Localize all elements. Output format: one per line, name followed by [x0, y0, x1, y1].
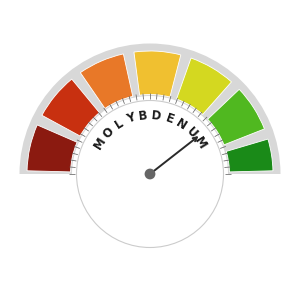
- Text: M: M: [92, 135, 109, 152]
- Text: B: B: [138, 109, 148, 123]
- Text: N: N: [173, 116, 189, 133]
- Wedge shape: [176, 58, 232, 115]
- Text: Y: Y: [124, 111, 137, 126]
- Wedge shape: [80, 54, 133, 109]
- Text: E: E: [164, 111, 175, 126]
- Circle shape: [76, 100, 224, 247]
- Wedge shape: [27, 125, 77, 172]
- Wedge shape: [134, 51, 181, 97]
- Wedge shape: [226, 139, 273, 172]
- Wedge shape: [20, 44, 281, 174]
- Text: M: M: [191, 135, 208, 152]
- Wedge shape: [208, 89, 264, 145]
- Text: L: L: [112, 117, 125, 132]
- Text: U: U: [183, 125, 200, 141]
- Wedge shape: [42, 79, 99, 136]
- Text: D: D: [151, 109, 162, 123]
- Circle shape: [145, 169, 155, 179]
- Text: O: O: [100, 124, 117, 141]
